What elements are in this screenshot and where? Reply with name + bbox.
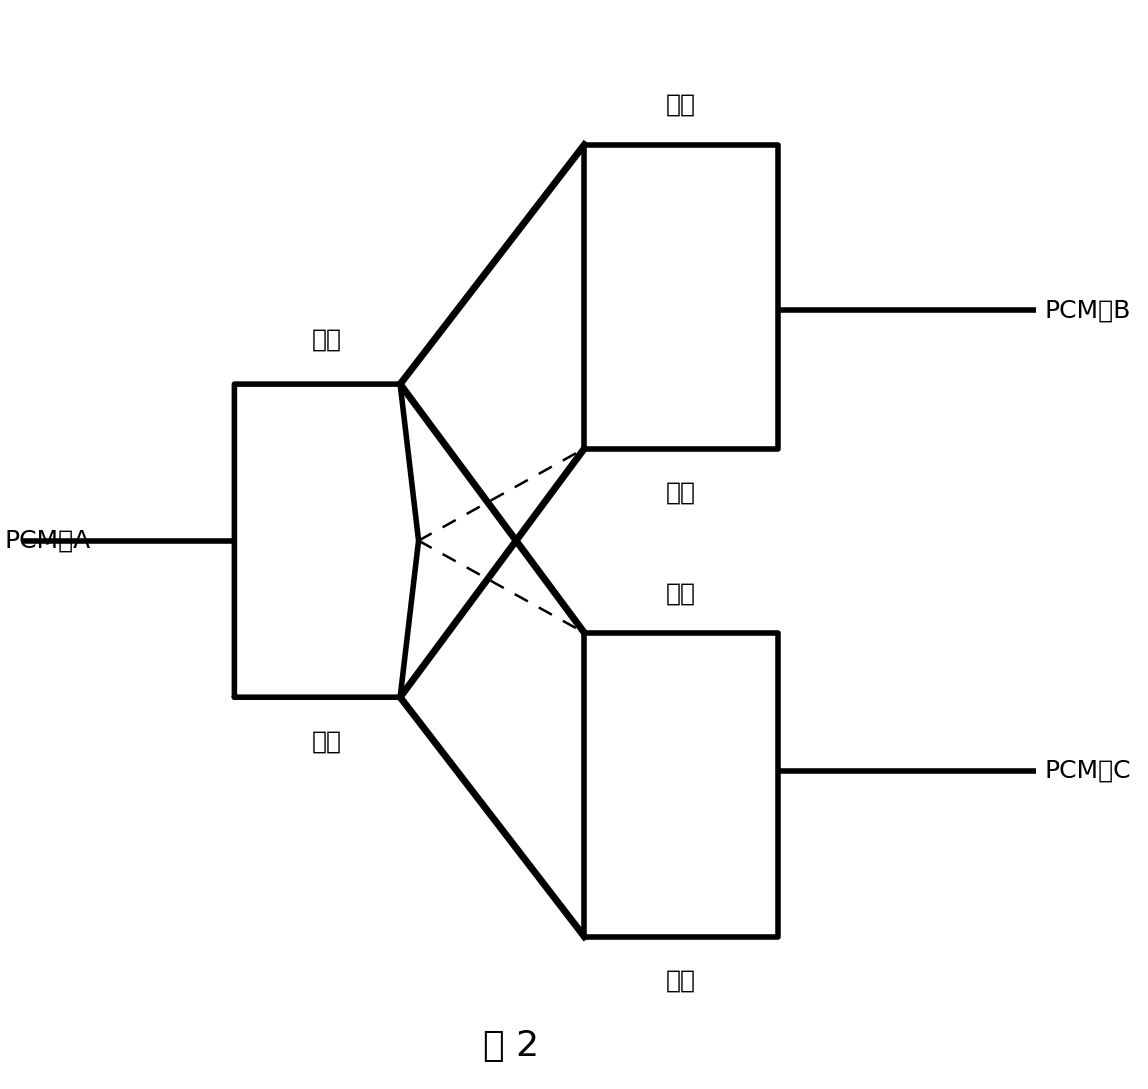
Text: 收线: 收线	[666, 582, 696, 605]
Text: 收线: 收线	[666, 93, 696, 117]
Text: 图 2: 图 2	[482, 1029, 538, 1063]
Text: 收线: 收线	[311, 328, 341, 352]
Text: 发线: 发线	[666, 969, 696, 993]
Text: PCM线B: PCM线B	[1045, 298, 1131, 322]
Text: 发线: 发线	[666, 481, 696, 505]
Text: 发线: 发线	[311, 730, 341, 754]
Text: PCM线A: PCM线A	[5, 528, 91, 552]
Text: PCM线C: PCM线C	[1045, 759, 1131, 783]
